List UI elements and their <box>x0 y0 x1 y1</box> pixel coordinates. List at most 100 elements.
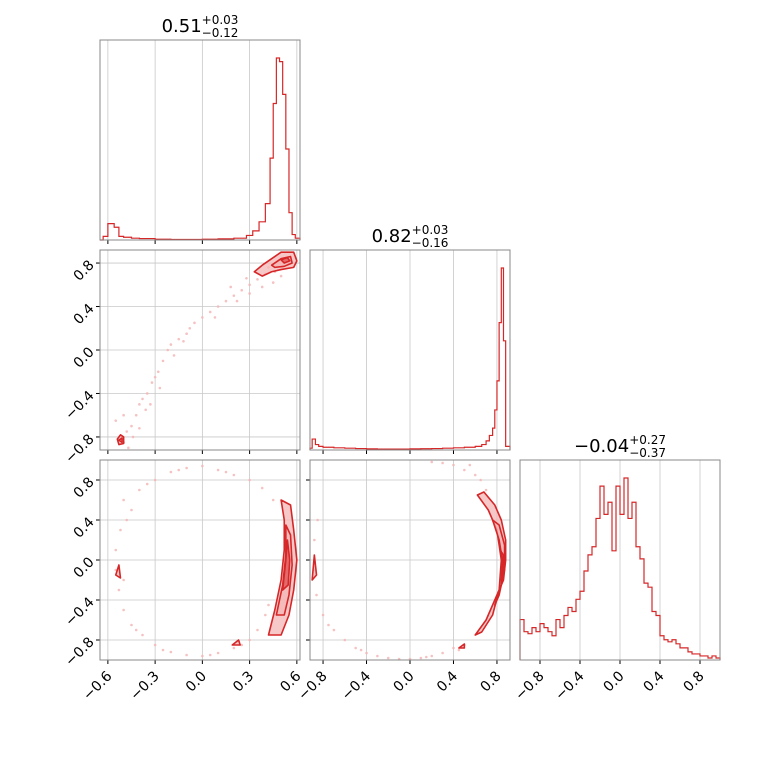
sample-point <box>134 413 138 417</box>
panel-frame <box>309 459 511 661</box>
tick-label-y: 0.8 <box>71 257 98 284</box>
panel-frame <box>519 459 721 661</box>
tick-label-y: 0.4 <box>71 301 98 328</box>
sample-point <box>138 403 141 406</box>
sample-point <box>365 651 368 655</box>
sample-point <box>271 281 275 284</box>
sample-point <box>376 654 379 658</box>
sample-point <box>122 578 125 582</box>
title-value: 0.82 <box>372 226 412 247</box>
tick-label-x: 0.0 <box>601 668 628 695</box>
sample-point <box>166 348 170 352</box>
panel-frame <box>99 39 301 241</box>
sample-point <box>267 603 270 607</box>
panel-title-1: 0.82+0.03 <box>372 223 449 247</box>
sample-point <box>153 478 157 482</box>
sample-point <box>122 413 125 417</box>
tick-label-x: −0.4 <box>552 668 587 703</box>
sample-point <box>248 292 251 295</box>
sample-point <box>316 518 319 522</box>
tick-label-x: −0.8 <box>295 668 330 703</box>
contour-level <box>311 554 318 581</box>
panel-title-2: −0.04+0.27 <box>574 433 666 457</box>
panel-frame <box>309 249 511 451</box>
sample-point <box>158 386 162 390</box>
sample-point <box>182 340 185 343</box>
sample-point <box>201 316 204 319</box>
sample-point <box>131 435 135 439</box>
title-value: 0.51 <box>162 16 202 37</box>
sample-point <box>130 424 133 428</box>
tick-label-x: −0.6 <box>80 668 115 703</box>
sample-point <box>430 460 434 464</box>
sample-point <box>161 359 165 363</box>
sample-point <box>245 276 248 280</box>
sample-point <box>457 648 461 652</box>
sample-point <box>169 343 173 346</box>
title-value: −0.04 <box>574 436 629 457</box>
title-plus: +0.27 <box>629 433 666 447</box>
sample-point <box>248 283 251 287</box>
panel-title-0: 0.51+0.03 <box>162 13 239 37</box>
sample-point <box>216 468 220 472</box>
sample-point <box>232 473 236 477</box>
sample-point <box>122 498 125 502</box>
sample-point <box>177 468 181 472</box>
tick-label-y: −0.4 <box>62 388 97 423</box>
sample-point <box>122 608 125 612</box>
sample-point <box>441 461 444 465</box>
sample-point <box>127 446 130 450</box>
sample-point <box>468 463 472 467</box>
tick-label-x: 0.4 <box>434 668 461 695</box>
sample-point <box>430 654 434 658</box>
grid-layer <box>100 40 701 660</box>
sample-point <box>463 468 466 472</box>
contour-level <box>231 639 241 646</box>
sample-point <box>169 650 173 654</box>
sample-point <box>359 648 363 652</box>
sample-point <box>169 470 173 474</box>
title-minus-2: −0.37 <box>629 446 666 460</box>
sample-point <box>240 288 244 292</box>
sample-point <box>235 299 239 303</box>
tick-label-x: 0.8 <box>681 668 708 695</box>
sample-point <box>452 463 455 467</box>
sample-point <box>141 633 144 637</box>
sample-point <box>144 408 147 412</box>
sample-point <box>145 482 149 486</box>
sample-point <box>441 651 444 655</box>
tick-label-x: −0.4 <box>339 668 374 703</box>
title-minus-1: −0.16 <box>412 236 449 250</box>
sample-point <box>114 419 118 422</box>
sample-point <box>224 470 228 474</box>
sample-point <box>419 656 423 660</box>
sample-point <box>321 613 325 617</box>
sample-point <box>149 403 152 406</box>
sample-point <box>386 656 390 660</box>
sample-point <box>473 473 477 477</box>
sample-point <box>343 638 347 642</box>
sample-point <box>172 354 176 357</box>
sample-point <box>141 397 144 401</box>
sample-point <box>193 321 196 325</box>
sample-point <box>279 274 283 278</box>
sample-point <box>185 332 188 335</box>
sample-point <box>452 646 455 650</box>
sample-point <box>177 337 181 341</box>
sample-point <box>264 613 267 617</box>
sample-point <box>425 655 428 659</box>
data-layer <box>100 57 721 661</box>
title-minus-0: −0.12 <box>202 26 239 40</box>
sample-point <box>313 538 316 542</box>
sample-point <box>130 623 133 627</box>
sample-point <box>232 646 236 650</box>
sample-point <box>213 316 217 319</box>
tick-label-y: −0.8 <box>62 431 97 466</box>
tick-label-y: 0.4 <box>71 514 98 541</box>
title-plus: +0.03 <box>202 13 239 27</box>
sample-point <box>117 588 121 592</box>
sample-point <box>138 488 141 492</box>
tick-label-y: 0.0 <box>71 554 98 581</box>
sample-point <box>130 508 133 512</box>
